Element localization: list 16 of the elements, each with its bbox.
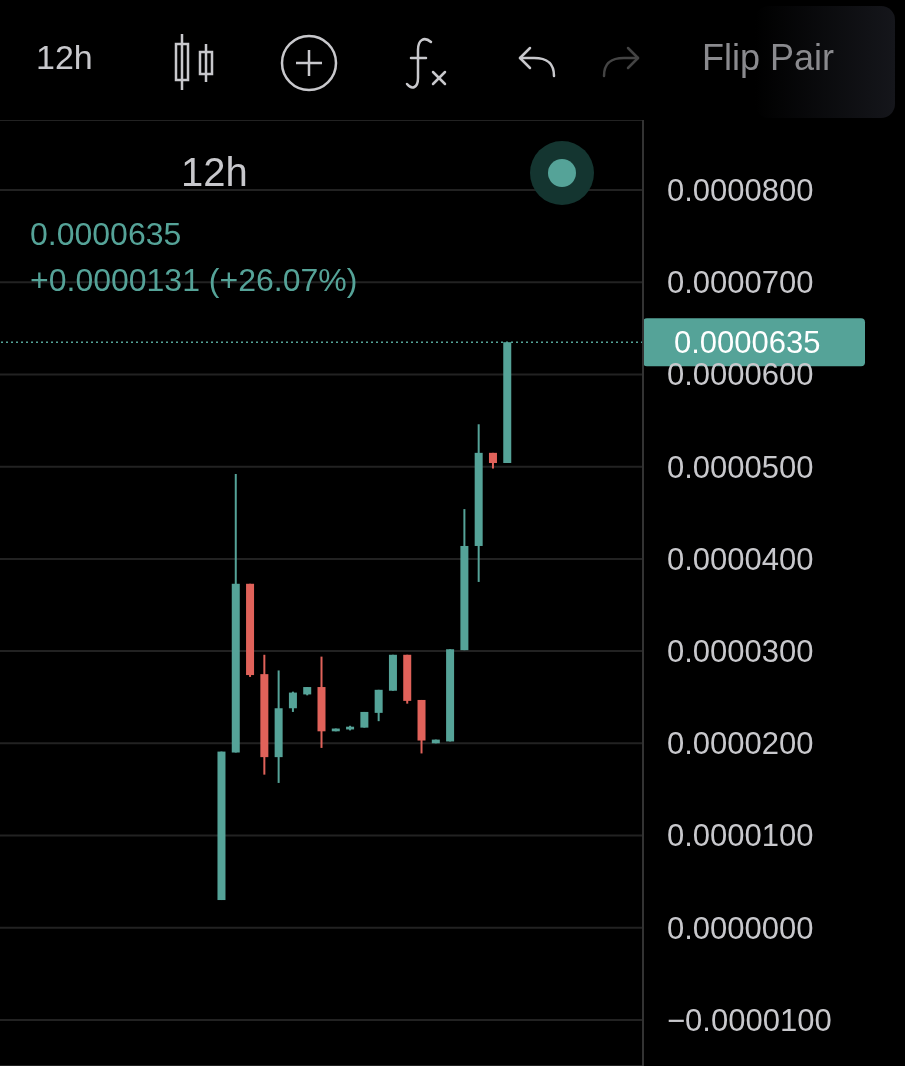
y-tick-label: 0.0000500	[667, 449, 814, 485]
y-tick-label: 0.0000700	[667, 265, 814, 301]
y-tick-label: 0.0000100	[667, 818, 814, 854]
annotation: 12h	[181, 150, 248, 194]
text: Flip Pair	[702, 37, 835, 78]
y-tick-label: 0.0000000	[667, 910, 814, 946]
candlestick	[374, 688, 383, 723]
candlestick	[288, 690, 297, 713]
y-tick-label: 0.0000400	[667, 541, 814, 577]
annotation: 0.0000635	[30, 216, 182, 252]
y-tick-label: 0.0000200	[667, 726, 814, 762]
y-tick-label: −0.0000100	[667, 1002, 832, 1038]
annotation: +0.0000131 (+26.07%)	[30, 262, 358, 298]
y-tick-label: 0.0000800	[667, 173, 814, 209]
text: 12h	[36, 38, 93, 76]
y-tick-label: 0.0000300	[667, 634, 814, 670]
